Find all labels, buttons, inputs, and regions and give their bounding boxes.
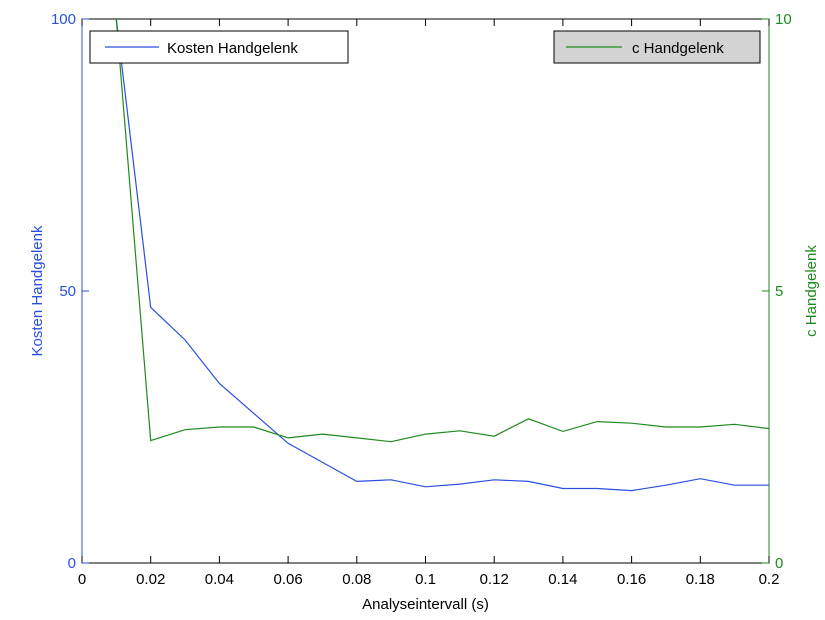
left-y-tick-label: 0 bbox=[68, 555, 76, 572]
x-axis-title: Analyseintervall (s) bbox=[362, 596, 489, 613]
series-line-c bbox=[115, 19, 769, 443]
x-tick-label: 0 bbox=[78, 571, 86, 588]
x-tick-label: 0.06 bbox=[273, 571, 302, 588]
x-tick-label: 0.18 bbox=[686, 571, 715, 588]
left-y-tick-label: 100 bbox=[51, 11, 76, 28]
plot-frame bbox=[81, 18, 770, 564]
x-tick-label: 0.2 bbox=[759, 571, 780, 588]
legend-kosten: Kosten Handgelenk bbox=[89, 30, 349, 64]
x-tick-label: 0.02 bbox=[136, 571, 165, 588]
series-line-kosten bbox=[115, 19, 769, 492]
right-y-tick-label: 10 bbox=[775, 11, 792, 28]
left-y-axis-ticks: 0 50 100 bbox=[51, 11, 89, 572]
legend-c-box bbox=[553, 30, 761, 64]
x-tick-label: 0.1 bbox=[415, 571, 436, 588]
right-y-tick-label: 5 bbox=[775, 283, 783, 300]
x-tick-label: 0.08 bbox=[342, 571, 371, 588]
x-tick-label: 0.12 bbox=[480, 571, 509, 588]
left-y-tick-label: 50 bbox=[59, 283, 76, 300]
x-axis-ticks: 0 0.02 0.04 0.06 0.08 0.1 0.12 0.14 0.16 0.18 0.2 bbox=[78, 19, 780, 588]
series-layer bbox=[115, 19, 769, 492]
right-y-tick-label: 0 bbox=[775, 555, 783, 572]
x-tick-label: 0.14 bbox=[548, 571, 577, 588]
plot-border bbox=[81, 18, 770, 564]
right-y-axis-ticks: 0 5 10 bbox=[762, 11, 792, 572]
left-y-axis-title: Kosten Handgelenk bbox=[29, 225, 46, 356]
legend-c: c Handgelenk bbox=[553, 30, 761, 64]
legend-kosten-label: Kosten Handgelenk bbox=[167, 40, 298, 57]
right-y-axis-title: c Handgelenk bbox=[803, 245, 820, 337]
x-tick-label: 0.16 bbox=[617, 571, 646, 588]
x-tick-label: 0.04 bbox=[205, 571, 234, 588]
legend-c-label: c Handgelenk bbox=[632, 40, 724, 57]
